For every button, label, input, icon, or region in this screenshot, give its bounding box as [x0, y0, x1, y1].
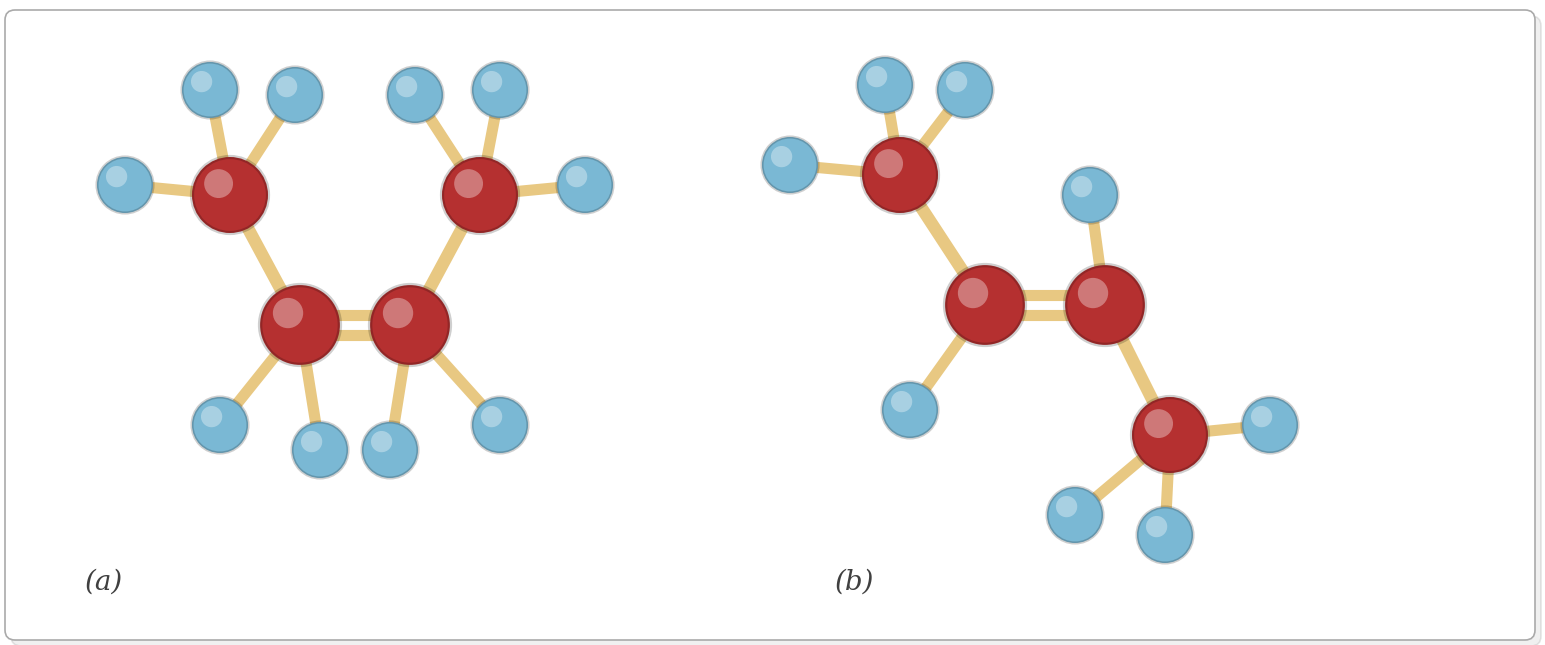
Circle shape	[107, 166, 127, 187]
Circle shape	[454, 169, 484, 198]
Circle shape	[473, 397, 528, 453]
Circle shape	[97, 157, 153, 213]
Circle shape	[260, 285, 340, 365]
Circle shape	[1071, 176, 1092, 197]
Circle shape	[204, 169, 233, 198]
Circle shape	[192, 397, 249, 453]
Circle shape	[1055, 496, 1077, 517]
Circle shape	[946, 265, 1024, 345]
Circle shape	[371, 431, 392, 452]
Circle shape	[362, 422, 419, 478]
Circle shape	[1132, 397, 1208, 473]
Circle shape	[473, 62, 528, 118]
Circle shape	[383, 298, 413, 328]
Circle shape	[1137, 507, 1193, 563]
Circle shape	[267, 67, 323, 123]
Circle shape	[1242, 397, 1298, 453]
Circle shape	[1048, 487, 1103, 543]
Circle shape	[480, 71, 502, 92]
Circle shape	[1065, 265, 1145, 345]
Circle shape	[201, 406, 222, 427]
Circle shape	[882, 382, 938, 438]
Circle shape	[857, 57, 913, 113]
Circle shape	[946, 71, 967, 92]
Circle shape	[480, 406, 502, 427]
Circle shape	[771, 146, 793, 167]
Circle shape	[565, 166, 587, 187]
Circle shape	[292, 422, 348, 478]
Circle shape	[1251, 406, 1272, 427]
Circle shape	[558, 157, 613, 213]
Circle shape	[192, 157, 267, 233]
Circle shape	[396, 76, 417, 97]
Circle shape	[1145, 409, 1173, 438]
Circle shape	[277, 76, 297, 97]
FancyBboxPatch shape	[11, 16, 1540, 645]
Text: (b): (b)	[834, 569, 874, 596]
Circle shape	[1061, 167, 1119, 223]
Circle shape	[386, 67, 443, 123]
Circle shape	[371, 285, 450, 365]
Circle shape	[958, 278, 989, 308]
Circle shape	[1146, 516, 1166, 537]
Circle shape	[862, 137, 938, 213]
Circle shape	[1078, 278, 1108, 308]
Circle shape	[936, 62, 993, 118]
Text: (a): (a)	[85, 569, 124, 596]
Circle shape	[874, 149, 902, 178]
FancyBboxPatch shape	[5, 10, 1536, 640]
Circle shape	[182, 62, 238, 118]
Circle shape	[442, 157, 518, 233]
Circle shape	[301, 431, 323, 452]
Circle shape	[192, 71, 212, 92]
Circle shape	[865, 66, 887, 87]
Circle shape	[891, 391, 912, 412]
Circle shape	[273, 298, 303, 328]
Circle shape	[762, 137, 817, 193]
